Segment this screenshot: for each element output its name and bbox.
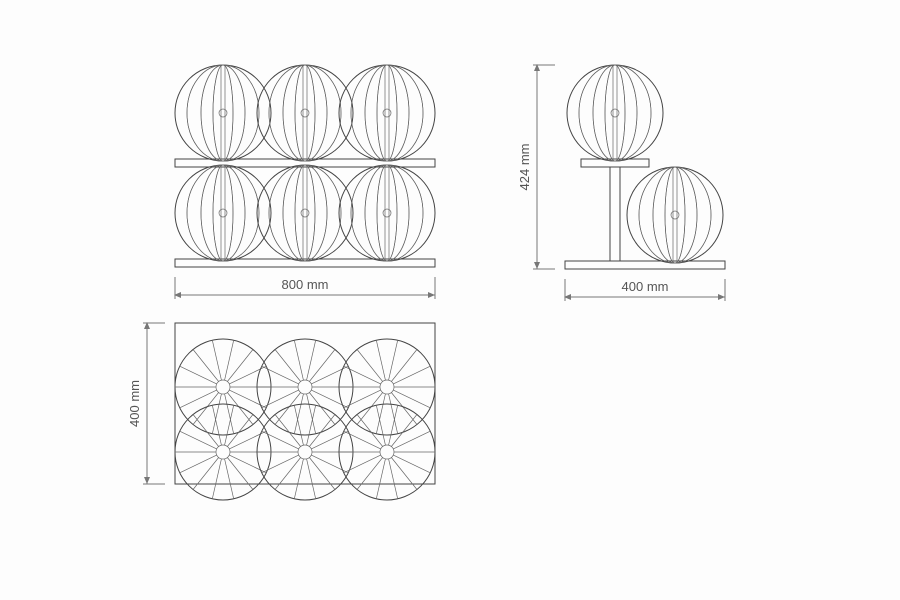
- front-view: 800 mm: [175, 65, 435, 299]
- dimension: 800 mm: [175, 277, 435, 299]
- dimension-label: 424 mm: [517, 144, 532, 191]
- dimension: 400 mm: [565, 279, 725, 301]
- technical-drawing: 800 mm 400 mm 424 mm 400 mm: [0, 0, 900, 600]
- top-view: 400 mm: [127, 323, 435, 500]
- dimension: 400 mm: [127, 323, 165, 484]
- dimension-label: 400 mm: [127, 380, 142, 427]
- ball-front: [627, 167, 723, 263]
- ball-top: [339, 339, 435, 435]
- dimension: 424 mm: [517, 65, 555, 269]
- dimension-label: 800 mm: [282, 277, 329, 292]
- ball-top: [339, 404, 435, 500]
- side-view: 400 mm 424 mm: [517, 65, 725, 301]
- ball-front: [567, 65, 663, 161]
- dimension-label: 400 mm: [622, 279, 669, 294]
